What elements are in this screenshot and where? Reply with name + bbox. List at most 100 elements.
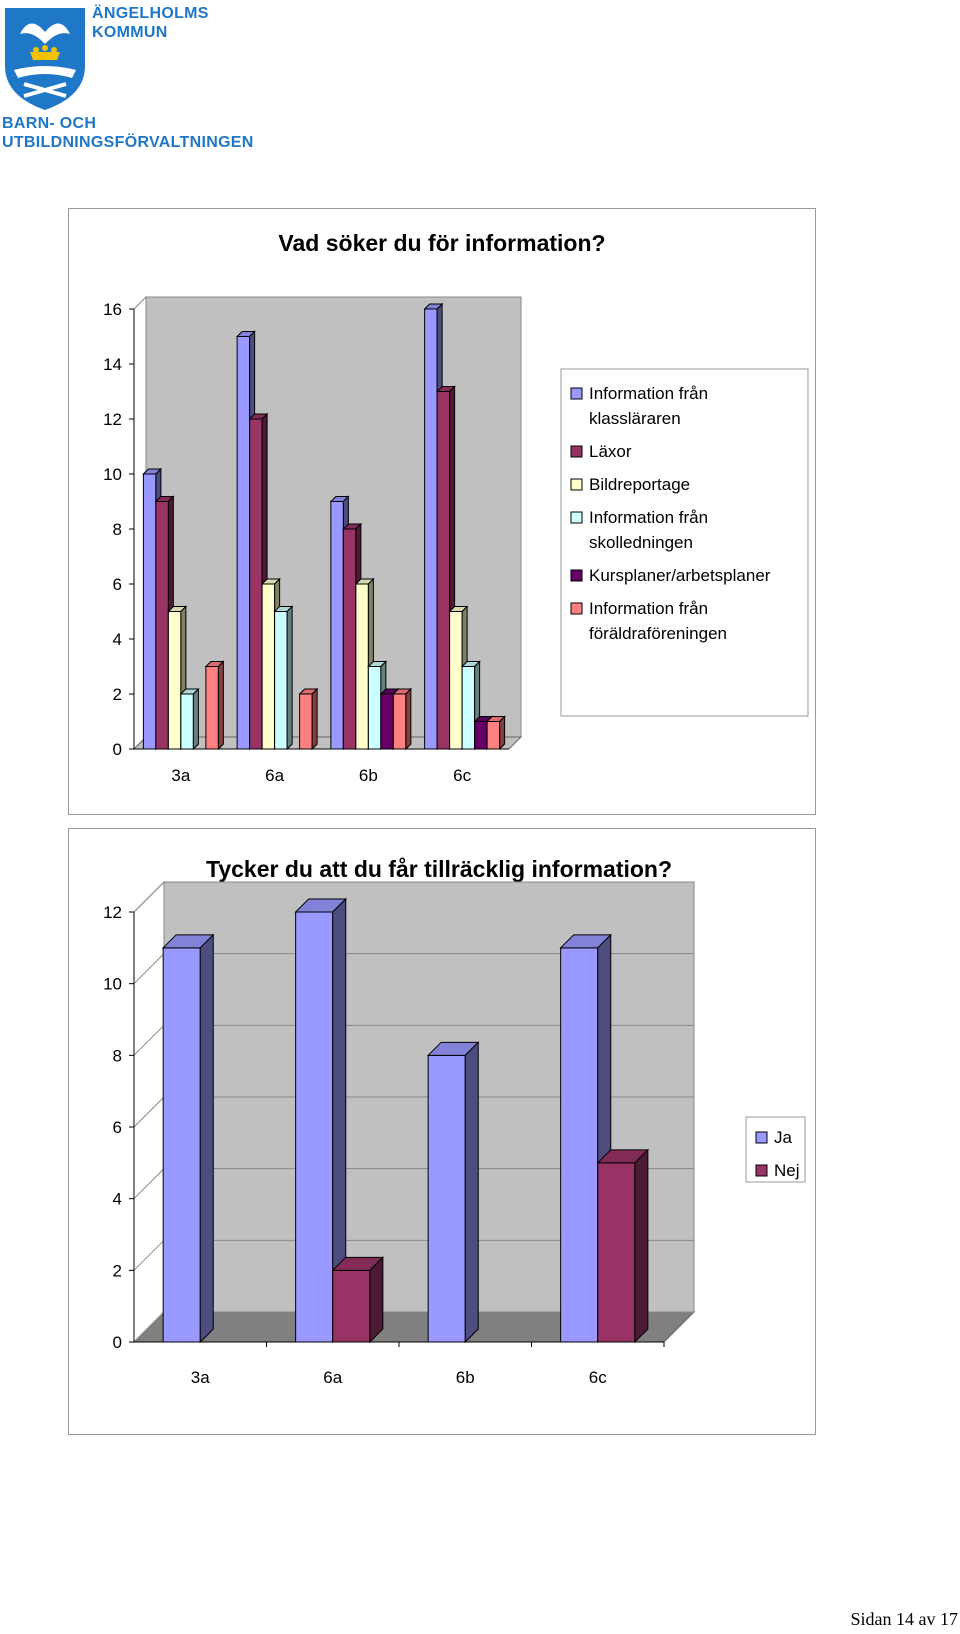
bar-front — [180, 693, 194, 750]
bar-front — [167, 611, 182, 750]
bar-front — [474, 721, 488, 750]
org-name-line2: KOMMUN — [92, 24, 168, 41]
legend-label: klassläraren — [589, 409, 681, 428]
bar — [331, 1256, 385, 1344]
legend-label: Nej — [774, 1161, 800, 1180]
y-tick-label: 10 — [103, 975, 122, 994]
bar-side — [199, 933, 214, 1344]
x-tick-label: 6a — [265, 766, 284, 785]
bar-front — [436, 391, 451, 750]
y-tick-label: 16 — [103, 300, 122, 319]
y-tick-label: 6 — [113, 1118, 122, 1137]
bar-front — [332, 1269, 371, 1343]
legend-label: Information från — [589, 384, 708, 403]
department-name: BARN- OCH UTBILDNINGSFÖRVALTNINGEN — [2, 114, 254, 152]
chart-sufficient-information: Tycker du att du får tillräcklig informa… — [68, 828, 816, 1435]
bar — [298, 687, 319, 751]
legend-swatch — [570, 478, 583, 491]
bar-front — [295, 911, 334, 1343]
bar-side — [192, 687, 199, 751]
gridline — [133, 881, 694, 913]
bar-front — [142, 473, 157, 750]
legend-swatch — [755, 1131, 768, 1144]
bar-front — [392, 693, 407, 750]
bar-front — [424, 308, 438, 750]
bar — [179, 687, 200, 751]
bar — [161, 933, 215, 1344]
department-line1: BARN- OCH — [2, 115, 97, 132]
legend-label: Information från — [589, 508, 708, 527]
bar-front — [355, 583, 369, 750]
bar — [596, 1148, 650, 1344]
y-tick-label: 6 — [113, 575, 122, 594]
legend-swatch — [570, 602, 583, 615]
bar — [392, 687, 413, 751]
chart-title: Tycker du att du får tillräcklig informa… — [206, 856, 672, 882]
y-tick-label: 14 — [103, 355, 122, 374]
bar-front — [597, 1162, 636, 1343]
y-tick-label: 12 — [103, 903, 122, 922]
x-tick-label: 6a — [323, 1368, 342, 1387]
y-tick-label: 4 — [113, 630, 122, 649]
bar-side — [464, 1041, 479, 1344]
legend-label: Bildreportage — [589, 475, 690, 494]
y-tick-label: 2 — [113, 1261, 122, 1280]
x-tick-label: 6b — [359, 766, 378, 785]
document-header: ÄNGELHOLMS KOMMUN BARN- OCH UTBILDNINGSF… — [0, 0, 300, 152]
bar-side — [286, 605, 293, 751]
y-tick-label: 10 — [103, 465, 122, 484]
y-tick-label: 0 — [113, 1333, 122, 1352]
legend-label: Information från — [589, 599, 708, 618]
bar-side — [217, 660, 224, 751]
bar-side — [405, 687, 412, 751]
legend-label: Läxor — [589, 442, 632, 461]
department-line2: UTBILDNINGSFÖRVALTNINGEN — [2, 134, 254, 151]
bar-front — [449, 611, 463, 750]
bar-front — [155, 501, 169, 750]
bar-front — [249, 418, 263, 750]
legend: Ja Nej — [745, 1116, 806, 1183]
page-number: Sidan 14 av 17 — [850, 1609, 959, 1629]
x-tick-label: 3a — [191, 1368, 210, 1387]
legend-swatch — [570, 569, 583, 582]
bar — [273, 605, 294, 751]
y-tick-label: 2 — [113, 685, 122, 704]
bar-front — [330, 501, 344, 750]
x-tick-label: 6b — [456, 1368, 475, 1387]
chart-title: Vad söker du för information? — [278, 230, 605, 256]
bar-side — [499, 715, 506, 751]
bar-front — [380, 693, 394, 750]
bar-side — [311, 687, 318, 751]
y-tick-label: 0 — [113, 740, 122, 759]
bar-side — [634, 1148, 649, 1344]
legend-swatch — [570, 445, 583, 458]
bar-front — [461, 666, 476, 750]
bar — [204, 660, 225, 751]
legend-swatch — [570, 511, 583, 524]
bar-side — [369, 1256, 384, 1344]
legend-swatch — [755, 1164, 768, 1177]
legend-label: föräldraföreningen — [589, 624, 727, 643]
legend: Information från klassläraren Läxor Bildrep… — [560, 368, 809, 717]
kommun-shield-logo — [5, 8, 85, 110]
chart-2-svg: Tycker du att du får tillräcklig informa… — [103, 856, 806, 1387]
legend-label: Ja — [774, 1128, 793, 1147]
y-tick-label: 8 — [113, 1046, 122, 1065]
bar-front — [486, 721, 501, 750]
bar-front — [205, 666, 219, 750]
legend-label: skolledningen — [589, 533, 693, 552]
bar-front — [427, 1054, 466, 1343]
bar-front — [367, 666, 382, 750]
x-tick-label: 6c — [453, 766, 471, 785]
bar — [294, 897, 347, 1344]
bar-front — [299, 693, 313, 750]
y-tick-label: 12 — [103, 410, 122, 429]
chart-information-sought: Vad söker du för information? 0 2 4 6 8 10 12 14… — [68, 208, 816, 815]
org-name: ÄNGELHOLMS KOMMUN — [92, 4, 209, 42]
bar — [485, 715, 506, 751]
org-name-line1: ÄNGELHOLMS — [92, 5, 209, 22]
bar-front — [342, 528, 357, 750]
y-tick-label: 8 — [113, 520, 122, 539]
bar — [426, 1041, 480, 1344]
bar-front — [274, 611, 288, 750]
